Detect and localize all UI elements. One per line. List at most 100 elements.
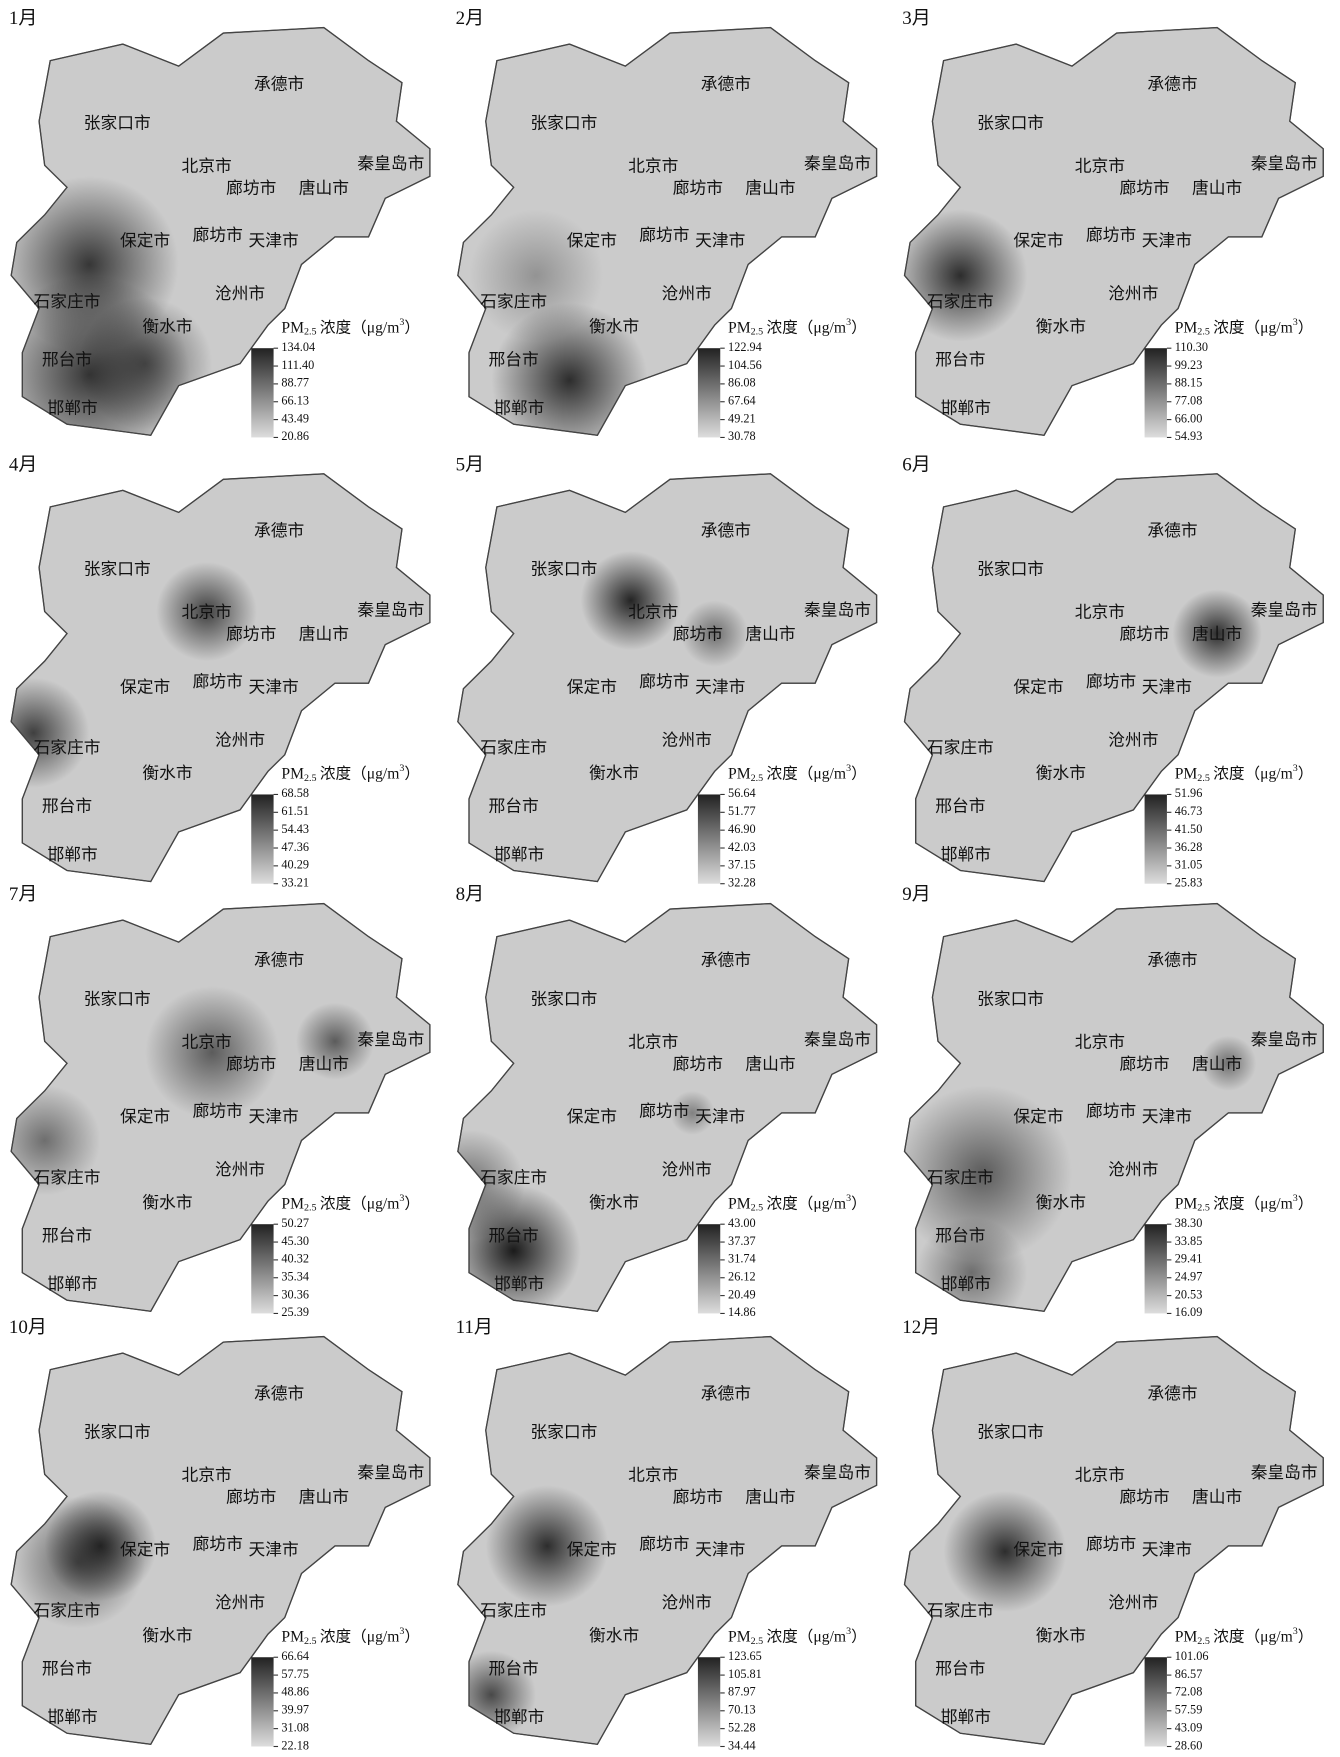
map-panel: 8月张家口市承德市北京市秦皇岛市廊坊市唐山市保定市廊坊市天津市石家庄市沧州市衡水…: [413, 884, 876, 1319]
legend-tick-label: 88.77: [281, 376, 309, 390]
hotspot: [469, 209, 603, 341]
city-label: 张家口市: [84, 560, 151, 579]
city-label: 廊坊市: [639, 1102, 689, 1121]
city-label: 保定市: [120, 678, 170, 697]
legend-title-part: 浓度（μg/m: [320, 318, 400, 336]
legend-title-part: 浓度（μg/m: [320, 1627, 400, 1645]
city-label: 天津市: [248, 1107, 298, 1126]
legend-tick-label: 68.58: [281, 786, 309, 800]
city-label: 承德市: [1147, 951, 1197, 970]
city-label: 唐山市: [745, 1054, 795, 1073]
legend-tick-label: 70.13: [728, 1703, 756, 1717]
city-label: 邢台市: [489, 1659, 539, 1678]
legend-tick-label: 47.36: [281, 840, 309, 854]
legend-colorbar: [251, 348, 273, 437]
legend-title-sub: 2.5: [1197, 773, 1210, 784]
city-label: 唐山市: [745, 1487, 795, 1506]
city-label: 张家口市: [84, 989, 151, 1008]
city-label: 衡水市: [589, 1626, 639, 1645]
legend-title: PM2.5浓度（μg/m3）: [281, 1193, 420, 1214]
city-label: 北京市: [1075, 1465, 1125, 1484]
legend-tick-label: 56.64: [728, 786, 756, 800]
city-label: 石家庄市: [34, 292, 101, 311]
legend-title-part: 浓度（μg/m: [1213, 764, 1293, 782]
city-label: 石家庄市: [480, 1168, 547, 1187]
city-label: 秦皇岛市: [357, 600, 424, 619]
city-label: 沧州市: [1108, 730, 1158, 749]
legend-title-part: PM: [281, 765, 304, 782]
city-label: 唐山市: [1192, 178, 1242, 197]
legend-tick-label: 37.15: [728, 858, 756, 872]
legend-title-part: PM: [1175, 765, 1198, 782]
legend-tick-label: 123.65: [728, 1649, 762, 1663]
legend-colorbar: [1145, 348, 1167, 437]
city-label: 衡水市: [142, 1626, 192, 1645]
city-label: 保定市: [120, 1540, 170, 1559]
city-label: 北京市: [1075, 156, 1125, 175]
city-label: 石家庄市: [34, 1168, 101, 1187]
legend-tick-label: 42.03: [728, 840, 756, 854]
city-label: 衡水市: [1036, 317, 1086, 336]
legend-title-part: ）: [1298, 319, 1314, 336]
city-label: 承德市: [254, 951, 304, 970]
city-label: 邯郸市: [494, 845, 544, 864]
city-label: 唐山市: [1192, 1054, 1242, 1073]
city-label: 沧州市: [215, 284, 265, 303]
month-label: 5月: [456, 455, 484, 476]
legend-tick-label: 40.32: [281, 1252, 309, 1266]
legend-tick-label: 31.08: [281, 1720, 309, 1734]
legend-tick-label: 35.34: [281, 1270, 309, 1284]
map-panel: 6月张家口市承德市北京市秦皇岛市廊坊市唐山市保定市廊坊市天津市石家庄市沧州市衡水…: [902, 455, 1323, 890]
city-label: 衡水市: [142, 764, 192, 783]
city-label: 天津市: [248, 678, 298, 697]
city-label: 唐山市: [299, 625, 349, 644]
legend-title-part: ）: [1298, 1628, 1314, 1645]
city-label: 保定市: [1013, 678, 1063, 697]
city-label: 唐山市: [1192, 625, 1242, 644]
city-label: 承德市: [1147, 1384, 1197, 1403]
legend-tick-label: 72.08: [1175, 1685, 1203, 1699]
city-label: 天津市: [695, 1107, 745, 1126]
legend-title-sub: 2.5: [751, 327, 764, 338]
legend-title: PM2.5浓度（μg/m3）: [1175, 317, 1314, 338]
city-label: 廊坊市: [226, 178, 276, 197]
city-label: 廊坊市: [226, 1487, 276, 1506]
legend-tick-label: 111.40: [281, 358, 314, 372]
legend-title-sub: 2.5: [1197, 1203, 1210, 1214]
legend-tick-label: 57.59: [1175, 1703, 1203, 1717]
legend-title: PM2.5浓度（μg/m3）: [1175, 1193, 1314, 1214]
legend-tick-label: 105.81: [728, 1667, 762, 1681]
city-label: 张家口市: [977, 989, 1044, 1008]
city-label: 沧州市: [215, 1593, 265, 1612]
city-label: 保定市: [567, 1540, 617, 1559]
map-figure: 1月张家口市承德市北京市秦皇岛市廊坊市唐山市保定市廊坊市天津市石家庄市沧州市衡水…: [0, 0, 1340, 1752]
map-panel: 5月张家口市承德市北京市秦皇岛市廊坊市唐山市保定市廊坊市天津市石家庄市沧州市衡水…: [456, 455, 877, 890]
city-label: 廊坊市: [226, 625, 276, 644]
city-label: 邢台市: [42, 1659, 92, 1678]
month-label: 1月: [9, 8, 37, 29]
city-label: 天津市: [248, 231, 298, 250]
legend-tick-label: 43.49: [281, 411, 309, 425]
legend-tick-label: 48.86: [281, 1685, 309, 1699]
legend-title-part: ）: [404, 1628, 420, 1645]
city-label: 天津市: [248, 1540, 298, 1559]
city-label: 邯郸市: [47, 1275, 97, 1294]
legend-title-sub: 2.5: [304, 773, 317, 784]
city-label: 天津市: [1142, 231, 1192, 250]
legend-tick-label: 28.60: [1175, 1738, 1203, 1752]
city-label: 廊坊市: [1119, 1054, 1169, 1073]
city-label: 邯郸市: [494, 399, 544, 418]
legend-title-part: 浓度（μg/m: [767, 764, 847, 782]
legend-tick-label: 51.96: [1175, 786, 1203, 800]
map-panel: 4月张家口市承德市北京市秦皇岛市廊坊市唐山市保定市廊坊市天津市石家庄市沧州市衡水…: [0, 455, 430, 890]
city-label: 保定市: [567, 1107, 617, 1126]
city-label: 邯郸市: [941, 845, 991, 864]
city-label: 北京市: [1075, 1032, 1125, 1051]
month-label: 9月: [902, 884, 930, 905]
city-label: 邯郸市: [941, 399, 991, 418]
legend-tick-label: 87.97: [728, 1685, 756, 1699]
city-label: 保定市: [120, 231, 170, 250]
legend-title-sub: 2.5: [751, 1636, 764, 1647]
map-panel: 1月张家口市承德市北京市秦皇岛市廊坊市唐山市保定市廊坊市天津市石家庄市沧州市衡水…: [0, 8, 430, 474]
